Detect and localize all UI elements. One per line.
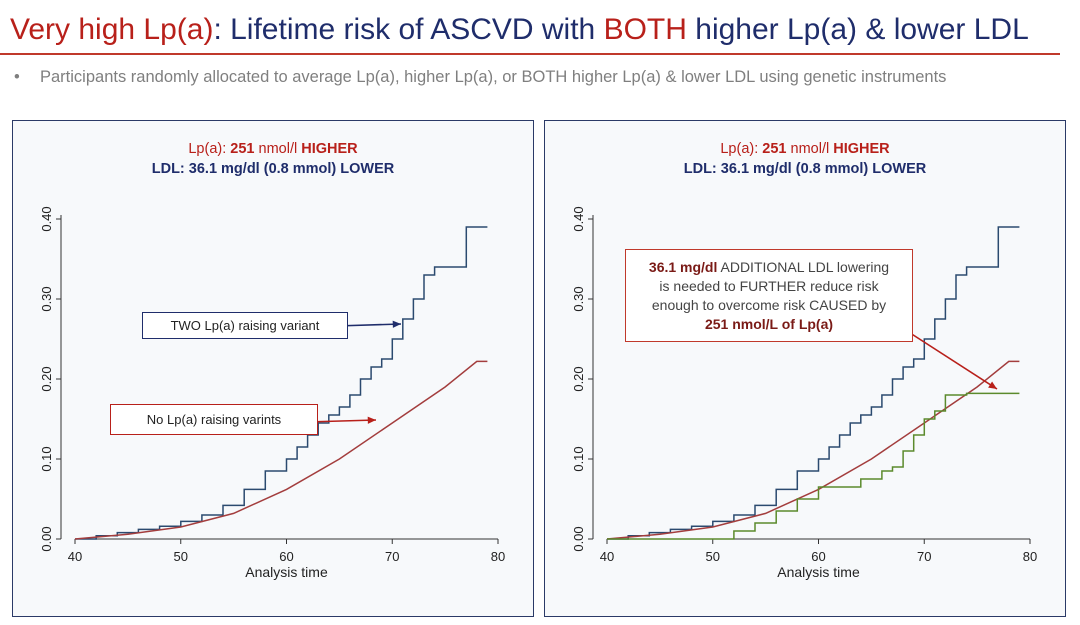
lpa-prefix: Lp(a):	[188, 141, 231, 157]
title-rule	[0, 53, 1060, 55]
x-tick-label: 50	[706, 549, 720, 564]
bullet-text: Participants randomly allocated to avera…	[40, 68, 947, 86]
chart-panel-left: 40 50 60 70 80 0.00 0.10 0.20 0.30 0.40 Analysis t…	[12, 120, 534, 617]
panel-right-lpa-line: Lp(a): 251 nmol/l HIGHER	[545, 141, 1065, 157]
x-tick-label: 40	[68, 549, 82, 564]
y-tick-label: 0.30	[39, 286, 54, 311]
series-line-no	[606, 360, 1020, 540]
annotation-line-1-rest: ADDITIONAL LDL lowering	[717, 258, 890, 275]
annotation-line-2: is needed to FURTHER reduce risk	[659, 277, 879, 294]
x-tick-label: 80	[491, 549, 505, 564]
series-line-two	[75, 226, 488, 540]
annotation-additional-ldl: 36.1 mg/dl ADDITIONAL LDL lowering is ne…	[625, 249, 913, 342]
annotation-line-3: enough to overcome risk CAUSED by	[651, 296, 887, 313]
title-part1: : Lifetime risk of ASCVD with	[213, 13, 604, 46]
y-tick-label: 0.20	[39, 366, 54, 391]
y-tick-label: 0.10	[571, 446, 586, 471]
title-both: BOTH	[603, 13, 687, 46]
x-tick-label: 60	[279, 549, 293, 564]
lpa-value: 251	[762, 141, 787, 157]
lpa-unit: nmol/l	[786, 141, 834, 157]
lpa-prefix: Lp(a):	[720, 141, 763, 157]
series-line-no	[74, 360, 488, 540]
annotation-two-variant: TWO Lp(a) raising variant	[142, 312, 348, 339]
series-line-both	[607, 392, 1020, 540]
arrow-two-variant-head	[392, 320, 401, 328]
x-tick-label: 70	[917, 549, 931, 564]
lpa-tag: HIGHER	[301, 141, 358, 157]
chart-right: 40 50 60 70 80 0.00 0.10 0.20 0.30 0.40 Analysis t…	[571, 206, 1037, 580]
y-tick-label: 0.30	[571, 286, 586, 311]
title-part2: higher Lp(a) & lower LDL	[686, 13, 1029, 46]
chart-panel-right: 40 50 60 70 80 0.00 0.10 0.20 0.30 0.40 Analysis t…	[544, 120, 1066, 617]
panel-left-ldl-line: LDL: 36.1 mg/dl (0.8 mmol) LOWER	[151, 161, 395, 177]
lpa-value: 251	[230, 141, 255, 157]
x-axis-label: Analysis time	[245, 564, 328, 580]
lpa-tag: HIGHER	[833, 141, 890, 157]
x-tick-label: 50	[174, 549, 188, 564]
annotation-no-variant: No Lp(a) raising varints	[110, 404, 318, 435]
y-tick-label: 0.10	[39, 446, 54, 471]
annotation-ldl-value: 36.1 mg/dl	[648, 258, 718, 275]
arrow-additional-ldl-head	[988, 381, 997, 389]
title-highlight: Very high Lp(a)	[10, 13, 214, 46]
x-axis-label: Analysis time	[777, 564, 860, 580]
x-tick-label: 80	[1023, 549, 1037, 564]
x-tick-label: 40	[600, 549, 614, 564]
arrow-additional-ldl-shaft	[906, 330, 998, 390]
series-line-two	[607, 226, 1020, 540]
y-tick-label: 0.40	[39, 206, 54, 231]
chart-left: 40 50 60 70 80 0.00 0.10 0.20 0.30 0.40 Analysis t…	[39, 206, 505, 580]
y-tick-label: 0.00	[571, 526, 586, 551]
x-tick-label: 70	[385, 549, 399, 564]
arrow-no-variant-head	[367, 416, 376, 424]
annotation-lpa-value: 251 nmol/L of Lp(a)	[704, 315, 834, 332]
bullet-point: • Participants randomly allocated to aver…	[14, 68, 946, 87]
plot-area	[75, 209, 498, 539]
y-tick-label: 0.40	[571, 206, 586, 231]
y-tick-label: 0.00	[39, 526, 54, 551]
y-tick-label: 0.20	[571, 366, 586, 391]
bullet-dot-icon: •	[14, 68, 20, 86]
panel-right-ldl-line: LDL: 36.1 mg/dl (0.8 mmol) LOWER	[683, 161, 927, 177]
panel-left-lpa-line: Lp(a): 251 nmol/l HIGHER	[13, 141, 533, 157]
x-tick-label: 60	[811, 549, 825, 564]
lpa-unit: nmol/l	[254, 141, 302, 157]
slide-title: Very high Lp(a): Lifetime risk of ASCVD …	[10, 10, 1029, 50]
annotation-line-1: 36.1 mg/dl ADDITIONAL LDL lowering	[649, 258, 889, 277]
